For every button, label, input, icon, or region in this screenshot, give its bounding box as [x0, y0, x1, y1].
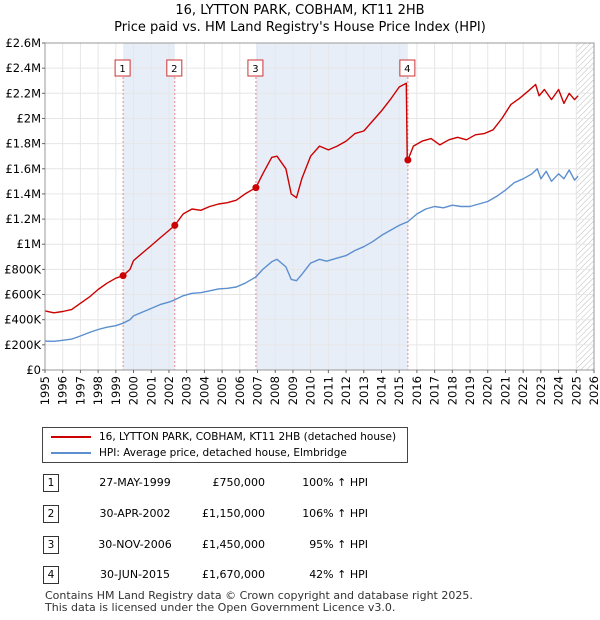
x-tick-label: 2003 — [180, 376, 194, 405]
x-tick-label: 1999 — [109, 376, 123, 405]
x-tick-label: 2017 — [428, 376, 442, 405]
transaction-date: 30-APR-2002 — [99, 507, 171, 520]
transaction-label: 1 — [119, 64, 125, 75]
transaction-hpi: 106% ↑ HPI — [302, 507, 368, 520]
x-tick-label: 2012 — [339, 376, 353, 405]
legend-label-property: 16, LYTTON PARK, COBHAM, KT11 2HB (detac… — [99, 431, 397, 443]
x-tick-label: 2022 — [516, 376, 530, 405]
price-chart: 1 2 3 4 £0 £200K £400K £600K £800K £1M £1.2M £1.4M £… — [4, 36, 600, 405]
transaction-hpi: 95% ↑ HPI — [309, 538, 368, 551]
transaction-date: 30-JUN-2015 — [99, 568, 171, 581]
transaction-date: 30-NOV-2006 — [98, 538, 172, 551]
y-tick-label: £2.6M — [5, 36, 41, 50]
transaction-dot — [252, 184, 260, 192]
y-tick-label: £2M — [16, 111, 41, 125]
x-tick-label: 2023 — [534, 376, 548, 405]
transaction-price: £750,000 — [212, 476, 266, 489]
x-tick-label: 2005 — [215, 376, 229, 405]
x-tick-label: 2009 — [286, 376, 300, 405]
x-tick-label: 2001 — [144, 376, 158, 405]
table-row: 4 30-JUN-2015 £1,670,000 42% ↑ HPI — [40, 566, 440, 584]
y-tick-label: £600K — [4, 288, 41, 302]
x-tick-label: 2025 — [569, 376, 583, 405]
transaction-label-box — [247, 59, 264, 77]
transaction-label-box — [166, 59, 183, 77]
x-tick-label: 2013 — [357, 376, 371, 405]
x-tick-label: 1998 — [91, 376, 105, 405]
transaction-price: £1,150,000 — [202, 507, 265, 520]
y-tick-label: £1.6M — [5, 162, 41, 176]
table-row: 3 30-NOV-2006 £1,450,000 95% ↑ HPI — [40, 536, 440, 554]
x-tick-label: 2021 — [498, 376, 512, 405]
x-tick-label: 2011 — [321, 376, 335, 405]
transaction-marker: 3 — [43, 536, 59, 554]
x-tick-label: 1997 — [73, 376, 87, 405]
transaction-label-box — [114, 59, 131, 77]
table-row: 2 30-APR-2002 £1,150,000 106% ↑ HPI — [40, 505, 440, 523]
transaction-marker: 4 — [43, 566, 59, 584]
transaction-dot — [404, 156, 412, 164]
legend-label-hpi: HPI: Average price, detached house, Elmb… — [99, 447, 347, 459]
hpi-series-line — [44, 168, 579, 342]
footer-copyright: Contains HM Land Registry data © Crown c… — [45, 589, 473, 602]
x-tick-label: 1996 — [56, 376, 70, 405]
property-series-line — [44, 82, 579, 314]
x-tick-label: 2006 — [233, 376, 247, 405]
transaction-hpi: 100% ↑ HPI — [302, 476, 368, 489]
plot-frame — [44, 42, 595, 371]
y-tick-label: £1M — [16, 237, 41, 251]
transaction-label: 2 — [171, 64, 177, 75]
y-tick-label: £1.2M — [5, 212, 41, 226]
transaction-marker: 1 — [43, 474, 59, 492]
y-tick-label: £200K — [4, 338, 41, 352]
x-tick-label: 2016 — [410, 376, 424, 405]
x-tick-label: 2000 — [127, 376, 141, 405]
x-tick-label: 2018 — [445, 376, 459, 405]
transaction-hpi: 42% ↑ HPI — [309, 568, 368, 581]
transaction-date: 27-MAY-1999 — [99, 476, 171, 489]
x-tick-label: 2015 — [392, 376, 406, 405]
x-tick-label: 2004 — [197, 376, 211, 405]
table-row: 1 27-MAY-1999 £750,000 100% ↑ HPI — [40, 474, 440, 492]
footer-licence: This data is licensed under the Open Gov… — [45, 601, 396, 614]
x-tick-label: 2010 — [304, 376, 318, 405]
y-tick-label: £400K — [4, 313, 41, 327]
x-tick-label: 1995 — [38, 376, 52, 405]
y-tick-label: £1.4M — [5, 187, 41, 201]
y-tick-label: £800K — [4, 262, 41, 276]
legend: 16, LYTTON PARK, COBHAM, KT11 2HB (detac… — [42, 427, 408, 463]
x-tick-label: 2014 — [374, 376, 388, 405]
transaction-price: £1,450,000 — [202, 538, 265, 551]
chart-title: 16, LYTTON PARK, COBHAM, KT11 2HB — [175, 3, 425, 18]
shaded-range — [123, 43, 175, 370]
x-tick-label: 2024 — [552, 376, 566, 405]
transaction-marker: 2 — [43, 505, 59, 523]
x-tick-label: 2007 — [251, 376, 265, 405]
x-tick-label: 2026 — [587, 376, 600, 405]
x-tick-label: 2002 — [162, 376, 176, 405]
chart-subtitle: Price paid vs. HM Land Registry's House … — [114, 20, 486, 35]
x-tick-label: 2008 — [268, 376, 282, 405]
transaction-dot — [171, 221, 179, 229]
hatched-forecast-area — [576, 43, 594, 370]
legend-swatch-hpi — [51, 452, 91, 454]
y-tick-label: £2.4M — [5, 61, 41, 75]
y-tick-label: £2.2M — [5, 86, 41, 100]
transaction-price: £1,670,000 — [202, 568, 265, 581]
legend-swatch-property — [51, 436, 91, 438]
transaction-label-box — [399, 59, 416, 77]
y-tick-label: £0 — [26, 363, 41, 377]
shaded-range — [255, 43, 408, 370]
x-tick-label: 2019 — [463, 376, 477, 405]
transaction-dot — [119, 272, 127, 280]
y-tick-label: £1.8M — [5, 137, 41, 151]
transaction-label: 3 — [252, 64, 258, 75]
transaction-label: 4 — [404, 64, 410, 75]
x-tick-label: 2020 — [481, 376, 495, 405]
